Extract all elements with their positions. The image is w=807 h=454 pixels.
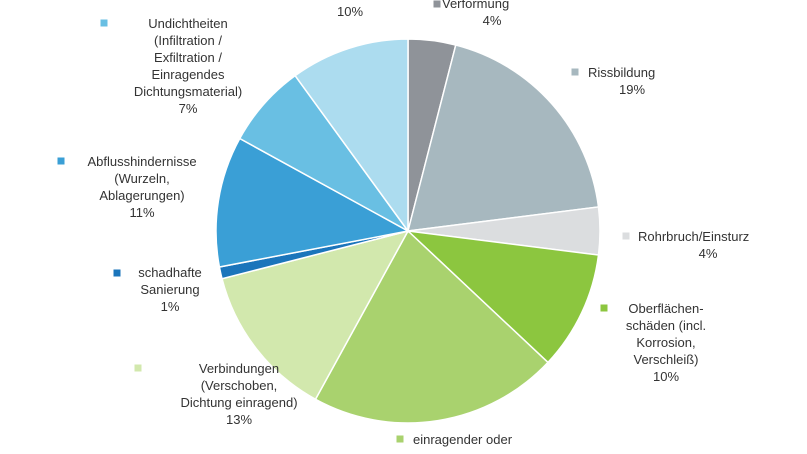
- slice-label: einragender oder: [413, 432, 513, 447]
- legend-marker: [600, 304, 608, 312]
- slice-percent: 7%: [179, 101, 198, 116]
- slice-label: Dichtung einragend): [180, 395, 297, 410]
- slice-percent: 10%: [337, 4, 363, 19]
- legend-marker: [571, 68, 579, 76]
- slice-label: Exfiltration /: [154, 50, 222, 65]
- slice-label: Korrosion,: [636, 335, 695, 350]
- pie-slice: [406, 44, 600, 232]
- slice-label: Dichtungsmaterial): [134, 84, 242, 99]
- pie-slice: [221, 229, 410, 401]
- legend-marker: [396, 435, 404, 443]
- pie-slice: [215, 137, 411, 268]
- slice-label: Rissbildung: [588, 65, 655, 80]
- legend-marker: [134, 364, 142, 372]
- slice-label: Undichtheiten: [148, 16, 228, 31]
- slice-percent: 11%: [129, 205, 154, 220]
- slice-label: (Wurzeln,: [114, 171, 169, 186]
- pie-slice: [294, 38, 409, 234]
- slice-label: Verformung: [442, 0, 509, 11]
- pie-slice: [405, 229, 600, 364]
- legend-marker: [622, 232, 630, 240]
- legend-marker: [433, 0, 441, 8]
- pie-slices: [215, 38, 601, 424]
- slice-label: (Verschoben,: [201, 378, 278, 393]
- slice-percent: 13%: [226, 412, 252, 427]
- slice-label: schäden (incl.: [626, 318, 706, 333]
- slice-label: Ablagerungen): [99, 188, 184, 203]
- slice-label: Einragendes: [152, 67, 225, 82]
- slice-label: Oberflächen-: [628, 301, 703, 316]
- pie-labels: Verformung 4% Rissbildung 19% Rohrbruch/Eins…: [57, 0, 749, 447]
- slice-label: (Infiltration /: [154, 33, 222, 48]
- pie-slice: [314, 229, 550, 424]
- slice-percent: 4%: [483, 13, 502, 28]
- slice-label: Sanierung: [140, 282, 199, 297]
- legend-marker: [113, 269, 121, 277]
- slice-label: Verbindungen: [199, 361, 279, 376]
- slice-percent: 1%: [161, 299, 180, 314]
- slice-percent: 10%: [653, 369, 679, 384]
- legend-marker: [100, 19, 108, 27]
- slice-percent: 4%: [699, 246, 718, 261]
- slice-label: Abflusshindernisse: [87, 154, 196, 169]
- slice-percent: 19%: [619, 82, 645, 97]
- slice-label: Verschleiß): [633, 352, 698, 367]
- slice-label: schadhafte: [138, 265, 202, 280]
- slice-label: Rohrbruch/Einsturz: [638, 229, 749, 244]
- legend-marker: [57, 157, 65, 165]
